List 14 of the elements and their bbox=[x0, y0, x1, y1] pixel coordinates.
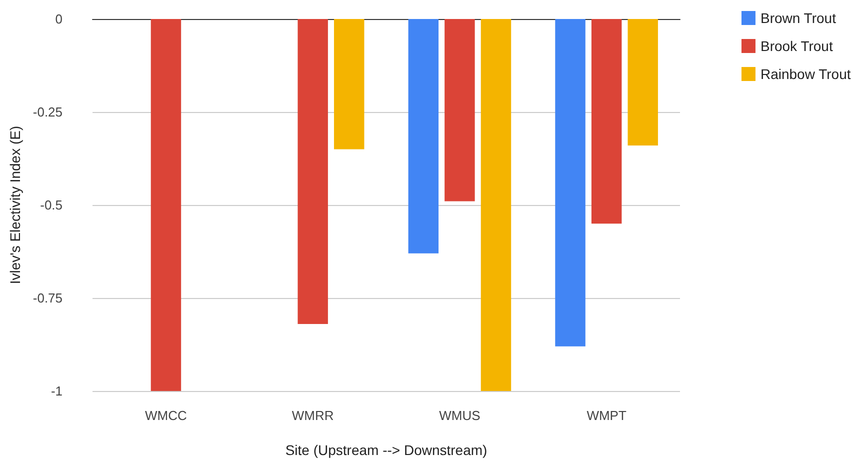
legend-label: Brook Trout bbox=[760, 38, 833, 54]
y-tick-label: -0.5 bbox=[40, 198, 63, 212]
x-axis-title: Site (Upstream --> Downstream) bbox=[285, 442, 488, 458]
y-tick-label: -0.25 bbox=[32, 104, 63, 120]
x-tick-label: WMPT bbox=[586, 408, 626, 423]
y-tick-label: -1 bbox=[50, 384, 63, 398]
y-axis-title: Ivlev's Electivity Index (E) bbox=[7, 126, 23, 284]
y-tick-label: -0.75 bbox=[32, 290, 63, 306]
legend-label: Brown Trout bbox=[760, 10, 836, 26]
x-tick-label: WMUS bbox=[439, 408, 481, 423]
legend-label: Rainbow Trout bbox=[760, 66, 851, 82]
x-tick-label: WMRR bbox=[292, 408, 334, 423]
y-tick-label: 0 bbox=[55, 12, 63, 26]
x-tick-label: WMCC bbox=[145, 408, 187, 423]
